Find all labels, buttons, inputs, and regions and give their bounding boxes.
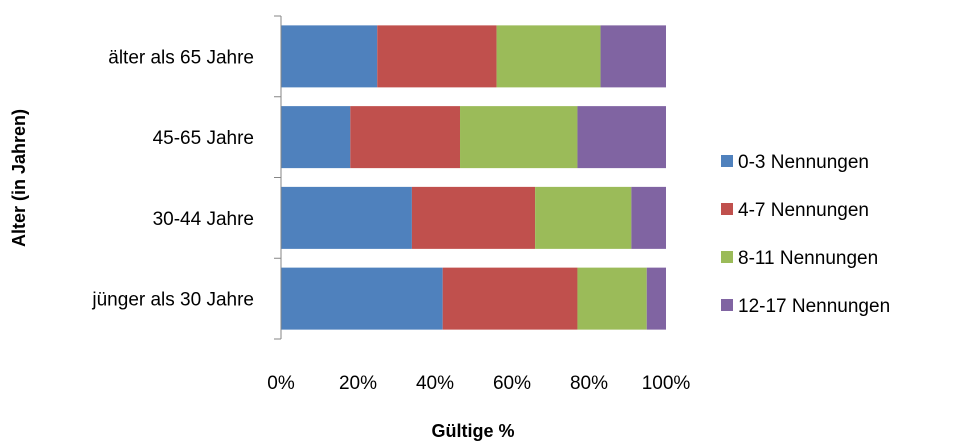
bar-segment-3-cat-4 (496, 25, 601, 88)
bar-segment-2-cat-1 (442, 267, 578, 330)
legend-label: 0-3 Nennungen (738, 152, 869, 173)
bar-segment-2-cat-4 (377, 25, 497, 88)
legend-swatch (721, 251, 733, 263)
legend-swatch (721, 155, 733, 167)
legend-label: 8-11 Nennungen (738, 248, 878, 269)
y-axis-title: Alter (in Jahren) (9, 109, 29, 247)
x-tick-label: 100% (642, 373, 691, 394)
axes-group (274, 15, 282, 340)
legend-swatch (721, 203, 733, 215)
bar-segment-3-cat-1 (577, 267, 647, 330)
x-tick-label: 0% (267, 373, 295, 394)
x-tick-label: 40% (416, 373, 454, 394)
category-label: älter als 65 Jahre (108, 47, 254, 68)
bar-segment-1-cat-1 (281, 267, 443, 330)
bar-segment-1-cat-4 (281, 25, 378, 88)
legend: 0-3 Nennungen 4-7 Nennungen 8-11 Nennungen… (721, 152, 890, 317)
category-label: 45-65 Jahre (153, 128, 254, 149)
bar-segment-4-cat-4 (600, 25, 666, 88)
legend-swatch (721, 299, 733, 311)
bar-segment-3-cat-3 (460, 106, 578, 169)
category-label: jünger als 30 Jahre (91, 290, 254, 311)
bar-segment-4-cat-3 (577, 106, 666, 169)
x-tick-labels: 0% 20% 40% 60% 80% 100% (267, 373, 690, 394)
bar-segment-4-cat-1 (646, 267, 666, 330)
bar-segment-3-cat-2 (535, 186, 632, 249)
x-tick-label: 60% (493, 373, 531, 394)
legend-label: 12-17 Nennungen (738, 296, 890, 317)
bar-segment-1-cat-3 (281, 106, 351, 169)
x-axis-title: Gültige % (431, 421, 514, 441)
bar-segment-1-cat-2 (281, 186, 412, 249)
bar-segment-4-cat-2 (631, 186, 666, 249)
x-tick-label: 20% (339, 373, 377, 394)
bar-segment-2-cat-3 (350, 106, 461, 169)
bars-group (281, 25, 666, 330)
x-tick-label: 80% (570, 373, 608, 394)
category-label: 30-44 Jahre (153, 209, 254, 230)
legend-label: 4-7 Nennungen (738, 200, 869, 221)
category-labels: jünger als 30 Jahre 30-44 Jahre 45-65 Jahr… (91, 47, 254, 310)
bar-segment-2-cat-2 (411, 186, 536, 249)
